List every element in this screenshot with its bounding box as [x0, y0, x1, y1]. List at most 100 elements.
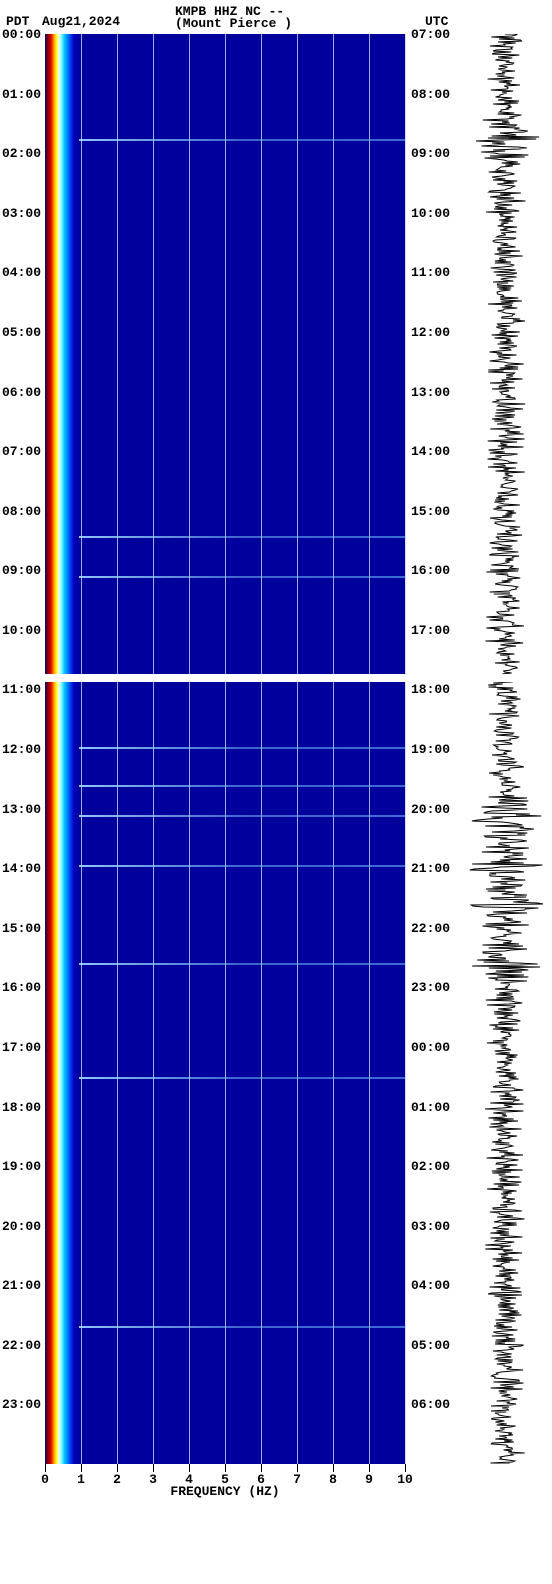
waveform-gap: [465, 674, 545, 682]
event-streak: [79, 1077, 405, 1079]
gridline: [405, 34, 406, 674]
x-tick: [297, 1464, 298, 1472]
date-label: Aug21,2024: [42, 14, 120, 29]
spectrogram-panel: [45, 682, 405, 1464]
x-tick: [369, 1464, 370, 1472]
gridline: [153, 682, 154, 1464]
utc-hour-label: 22:00: [411, 921, 450, 936]
seismogram-figure: PDT Aug21,2024 KMPB HHZ NC -- (Mount Pie…: [0, 0, 552, 1584]
event-streak: [79, 576, 405, 578]
x-tick: [333, 1464, 334, 1472]
utc-hour-label: 21:00: [411, 861, 450, 876]
pdt-hour-label: 17:00: [2, 1040, 41, 1055]
utc-hour-label: 17:00: [411, 623, 450, 638]
header: PDT Aug21,2024 KMPB HHZ NC -- (Mount Pie…: [0, 4, 552, 32]
utc-hour-label: 00:00: [411, 1040, 450, 1055]
x-tick-label: 7: [293, 1472, 301, 1487]
utc-hour-label: 09:00: [411, 146, 450, 161]
utc-hour-label: 04:00: [411, 1278, 450, 1293]
event-streak: [79, 536, 405, 538]
x-tick: [189, 1464, 190, 1472]
event-streak: [79, 785, 405, 787]
pdt-hour-label: 15:00: [2, 921, 41, 936]
utc-hour-label: 06:00: [411, 1397, 450, 1412]
utc-hour-label: 23:00: [411, 980, 450, 995]
gridline: [333, 682, 334, 1464]
gridline: [117, 682, 118, 1464]
x-tick: [261, 1464, 262, 1472]
pdt-hour-label: 08:00: [2, 504, 41, 519]
x-tick: [153, 1464, 154, 1472]
x-axis-label: FREQUENCY (HZ): [170, 1484, 279, 1499]
x-tick-label: 0: [41, 1472, 49, 1487]
gridline: [261, 682, 262, 1464]
pdt-hour-label: 16:00: [2, 980, 41, 995]
x-tick-label: 2: [113, 1472, 121, 1487]
pdt-hour-label: 12:00: [2, 742, 41, 757]
x-tick: [117, 1464, 118, 1472]
gridline: [405, 682, 406, 1464]
gridline: [369, 682, 370, 1464]
utc-hour-label: 01:00: [411, 1100, 450, 1115]
pdt-hour-label: 21:00: [2, 1278, 41, 1293]
gridline: [81, 682, 82, 1464]
x-tick: [45, 1464, 46, 1472]
pdt-hour-label: 14:00: [2, 861, 41, 876]
x-tick-label: 9: [365, 1472, 373, 1487]
pdt-hour-label: 20:00: [2, 1219, 41, 1234]
utc-hour-label: 02:00: [411, 1159, 450, 1174]
pdt-hour-label: 18:00: [2, 1100, 41, 1115]
event-streak: [79, 139, 405, 141]
utc-hour-label: 13:00: [411, 385, 450, 400]
utc-hour-label: 19:00: [411, 742, 450, 757]
low-freq-band: [45, 682, 79, 1464]
utc-hour-label: 15:00: [411, 504, 450, 519]
pdt-hour-label: 03:00: [2, 206, 41, 221]
event-streak: [79, 963, 405, 965]
x-tick-label: 8: [329, 1472, 337, 1487]
utc-hour-label: 20:00: [411, 802, 450, 817]
utc-hour-label: 11:00: [411, 265, 450, 280]
pdt-hour-label: 07:00: [2, 444, 41, 459]
utc-hour-label: 10:00: [411, 206, 450, 221]
x-tick: [225, 1464, 226, 1472]
pdt-hour-label: 13:00: [2, 802, 41, 817]
pdt-hour-label: 05:00: [2, 325, 41, 340]
pdt-hour-label: 01:00: [2, 87, 41, 102]
pdt-hour-label: 09:00: [2, 563, 41, 578]
utc-hour-label: 03:00: [411, 1219, 450, 1234]
gridline: [189, 682, 190, 1464]
x-tick-label: 3: [149, 1472, 157, 1487]
panel-gap: [45, 674, 405, 682]
utc-hour-label: 05:00: [411, 1338, 450, 1353]
low-freq-band: [45, 34, 79, 674]
utc-hour-label: 16:00: [411, 563, 450, 578]
pdt-hour-label: 00:00: [2, 27, 41, 42]
pdt-hour-label: 06:00: [2, 385, 41, 400]
x-tick-label: 1: [77, 1472, 85, 1487]
gridline: [225, 682, 226, 1464]
event-streak: [79, 815, 405, 817]
pdt-hour-label: 02:00: [2, 146, 41, 161]
x-tick: [81, 1464, 82, 1472]
pdt-hour-label: 22:00: [2, 1338, 41, 1353]
utc-hour-label: 08:00: [411, 87, 450, 102]
pdt-hour-label: 04:00: [2, 265, 41, 280]
pdt-hour-label: 19:00: [2, 1159, 41, 1174]
pdt-hour-label: 23:00: [2, 1397, 41, 1412]
event-streak: [79, 747, 405, 749]
utc-hour-label: 12:00: [411, 325, 450, 340]
pdt-hour-label: 10:00: [2, 623, 41, 638]
event-streak: [79, 865, 405, 867]
utc-hour-label: 07:00: [411, 27, 450, 42]
event-streak: [79, 1326, 405, 1328]
gridline: [297, 682, 298, 1464]
spectrogram: [45, 34, 405, 1464]
waveform-path: [470, 34, 543, 1464]
x-tick-label: 10: [397, 1472, 413, 1487]
pdt-hour-label: 11:00: [2, 682, 41, 697]
x-tick: [405, 1464, 406, 1472]
waveform-strip: [465, 34, 545, 1464]
utc-hour-label: 14:00: [411, 444, 450, 459]
utc-hour-label: 18:00: [411, 682, 450, 697]
